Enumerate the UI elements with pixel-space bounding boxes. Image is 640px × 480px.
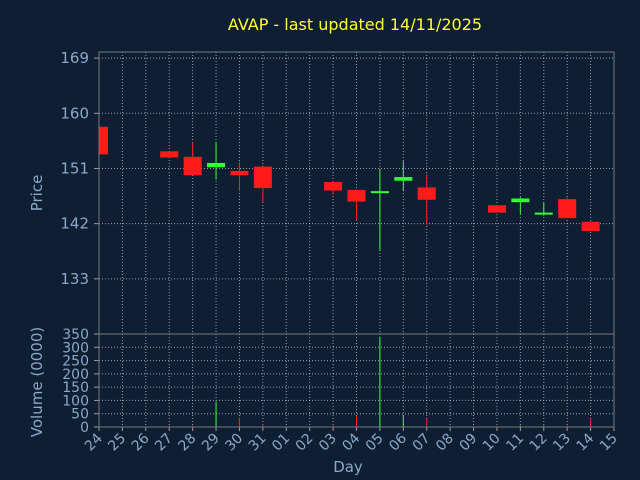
candle-body [253, 166, 272, 189]
day-tick-label: 01 [269, 431, 293, 455]
chart-title: AVAP - last updated 14/11/2025 [228, 15, 482, 34]
volume-panel-frame [98, 333, 615, 428]
candle-body [183, 156, 202, 176]
day-tick-label: 07 [410, 431, 434, 455]
price-tick-label: 142 [60, 215, 89, 233]
volume-tick-label: 50 [71, 407, 89, 423]
candle-body [324, 181, 343, 191]
volume-tick-label: 150 [62, 380, 89, 396]
candle-body [417, 187, 436, 200]
candlestick-series [98, 126, 600, 251]
volume-tick-label: 100 [62, 393, 89, 409]
candle-body [487, 205, 506, 213]
candle-body [160, 151, 179, 158]
day-tick-label: 08 [433, 431, 457, 455]
day-tick-label: 10 [480, 431, 504, 455]
day-tick-label: 31 [246, 431, 270, 455]
day-tick-label: 30 [222, 431, 246, 455]
day-tick-label: 26 [129, 430, 153, 454]
volume-tick-label: 300 [62, 340, 89, 356]
day-tick-label: 11 [503, 431, 527, 455]
day-tick-label: 28 [176, 431, 200, 455]
candle-body [511, 198, 530, 203]
price-y-ticks: 133 142 151 160 169 [60, 49, 99, 288]
day-tick-label: 12 [527, 431, 551, 455]
day-tick-label: 29 [199, 431, 223, 455]
candle-body [370, 191, 389, 194]
day-tick-label: 15 [597, 431, 621, 455]
candle-body [558, 199, 577, 219]
candle-body [207, 162, 226, 168]
volume-tick-label: 200 [62, 367, 89, 383]
volume-tick-label: 250 [62, 354, 89, 370]
day-tick-label: 27 [152, 431, 176, 455]
volume-axis-label: Volume (0000) [28, 327, 46, 437]
candle-body [534, 212, 553, 215]
candle-body [230, 170, 249, 176]
candle-body [581, 221, 600, 232]
volume-grid [99, 334, 614, 427]
day-tick-label: 04 [339, 430, 363, 454]
day-tick-label: 06 [386, 430, 410, 454]
price-grid [99, 52, 614, 334]
day-axis-label: Day [333, 458, 363, 476]
volume-tick-label: 0 [80, 420, 89, 436]
price-tick-label: 151 [60, 159, 89, 177]
price-axis-label: Price [28, 175, 46, 212]
volume-tick-label: 350 [62, 327, 89, 343]
price-tick-label: 169 [60, 49, 89, 67]
day-tick-label: 09 [456, 431, 480, 455]
day-tick-label: 25 [105, 431, 129, 455]
day-tick-label: 14 [573, 430, 597, 454]
day-tick-label: 02 [293, 431, 317, 455]
day-ticks: 24 25 26 27 28 29 30 31 01 02 03 04 05 06 07 08 09 10 11 12… [82, 427, 621, 454]
candle-body [99, 126, 108, 155]
candle-body [394, 177, 413, 181]
day-tick-label: 13 [550, 431, 574, 455]
price-tick-label: 133 [60, 270, 89, 288]
day-tick-label: 03 [316, 431, 340, 455]
price-tick-label: 160 [60, 104, 89, 122]
day-tick-label: 05 [363, 431, 387, 455]
candle-body [347, 189, 366, 202]
